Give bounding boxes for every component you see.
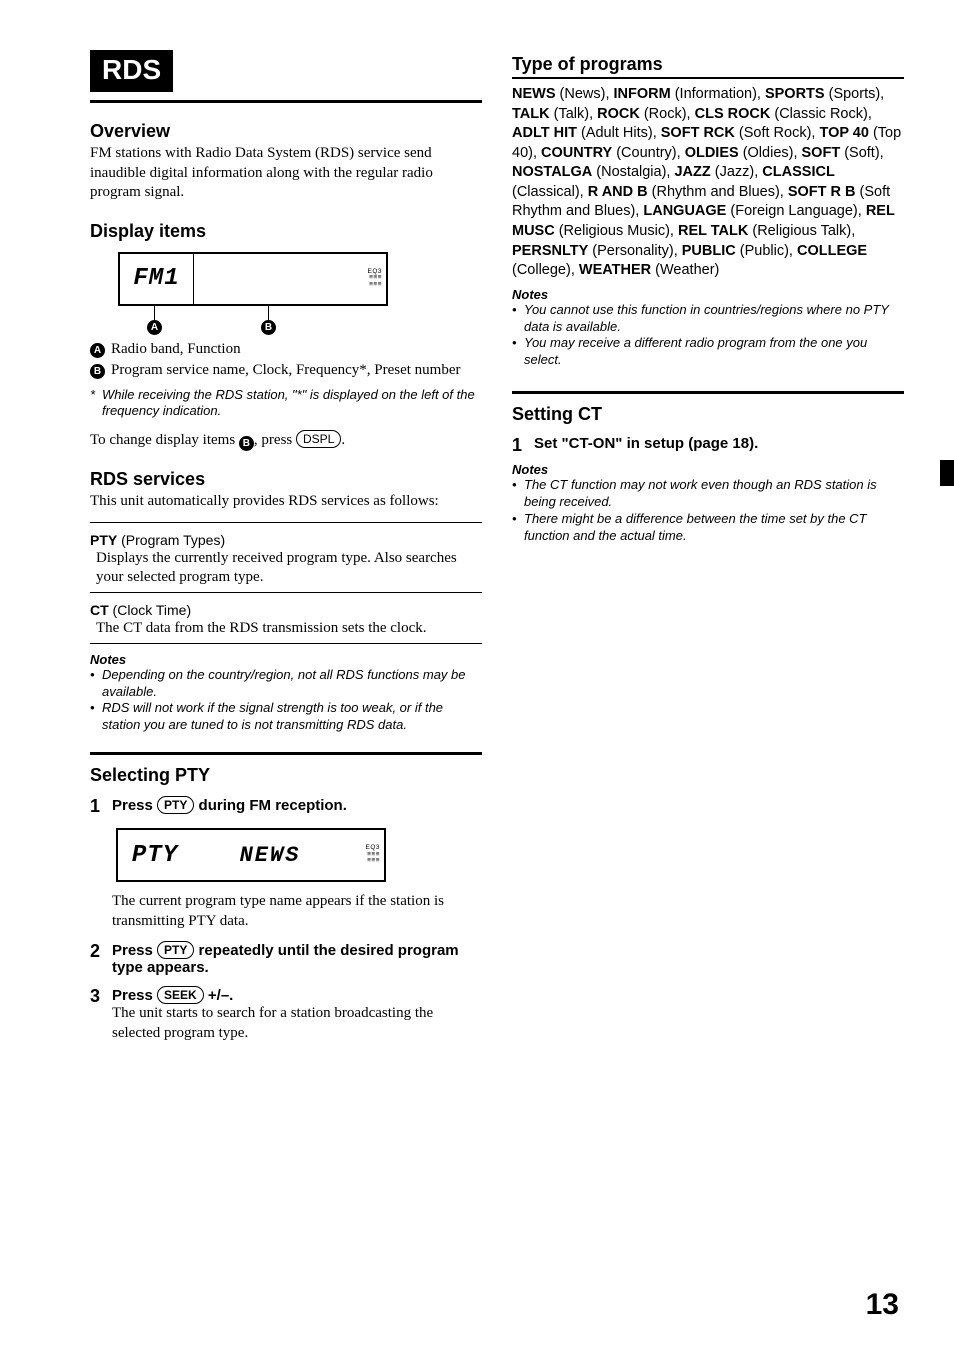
display-items-heading: Display items xyxy=(90,221,482,242)
notes-heading: Notes xyxy=(512,462,904,477)
overview-text: FM stations with Radio Data System (RDS)… xyxy=(90,144,482,203)
rule xyxy=(90,643,482,644)
ct-step-title: Set "CT-ON" in setup (page 18). xyxy=(534,435,904,452)
footnote-text: While receiving the RDS station, "*" is … xyxy=(102,387,482,421)
callout-b-icon: B xyxy=(261,320,276,335)
note-item: •There might be a difference between the… xyxy=(512,511,904,545)
step-1: 1 Press PTY during FM reception. PTY NEW… xyxy=(90,796,482,931)
change-end: . xyxy=(341,432,345,448)
rds-title-box: RDS xyxy=(90,50,173,92)
lcd1-right: EQ3 ≡≡≡ ≡≡≡ xyxy=(350,269,386,289)
step-3-num: 3 xyxy=(90,986,112,1043)
step-3: 3 Press SEEK +/–. The unit starts to sea… xyxy=(90,986,482,1043)
page-number: 13 xyxy=(866,1288,899,1322)
lcd-figure-2: PTY NEWS EQ3 ≡≡≡ ≡≡≡ xyxy=(116,828,386,882)
lcd1-left: FM1 xyxy=(120,254,194,304)
rule xyxy=(90,592,482,593)
ct-step-num: 1 xyxy=(512,435,534,456)
ct-desc: The CT data from the RDS transmission se… xyxy=(90,619,482,639)
callout-b-inline-icon: B xyxy=(239,436,254,451)
callout-b-badge: B xyxy=(90,364,105,379)
step-1-post: during FM reception. xyxy=(194,797,347,814)
step-2-title: Press PTY repeatedly until the desired p… xyxy=(112,941,482,976)
note-1: Depending on the country/region, not all… xyxy=(102,667,482,701)
dspl-chip: DSPL xyxy=(296,430,341,448)
step-2-pre: Press xyxy=(112,942,157,959)
rule xyxy=(90,522,482,523)
lcd2-bars-2: ≡≡≡ xyxy=(348,858,380,865)
edge-tab-icon xyxy=(940,460,954,486)
pty-bold: PTY xyxy=(90,532,117,548)
pty-desc: Displays the currently received program … xyxy=(90,549,482,588)
note-item: •You cannot use this function in countri… xyxy=(512,302,904,336)
rule xyxy=(90,752,482,755)
pty-paren: (Program Types) xyxy=(117,532,225,548)
step-3-title: Press SEEK +/–. xyxy=(112,986,482,1004)
step-2: 2 Press PTY repeatedly until the desired… xyxy=(90,941,482,976)
overview-heading: Overview xyxy=(90,121,482,142)
callout-a-text: Radio band, Function xyxy=(111,340,241,360)
callout-b-text: Program service name, Clock, Frequency*,… xyxy=(111,361,460,381)
figure-callout-lines: A B xyxy=(118,308,388,338)
change-display-text: To change display items B, press DSPL. xyxy=(90,430,482,451)
step-1-pre: Press xyxy=(112,797,157,814)
rds-services-text: This unit automatically provides RDS ser… xyxy=(90,492,482,512)
selecting-pty-heading: Selecting PTY xyxy=(90,765,482,786)
ct-paren: (Clock Time) xyxy=(109,602,191,618)
pty-chip: PTY xyxy=(157,796,194,814)
lcd1-bars-2: ≡≡≡ xyxy=(350,282,382,289)
lcd2-right: EQ3 ≡≡≡ ≡≡≡ xyxy=(348,845,384,865)
step-1-num: 1 xyxy=(90,796,112,931)
footnote: * While receiving the RDS station, "*" i… xyxy=(90,387,482,421)
callout-b-row: B Program service name, Clock, Frequency… xyxy=(90,361,482,381)
step-1-title: Press PTY during FM reception. xyxy=(112,796,482,814)
lcd2-mid: NEWS xyxy=(192,843,348,868)
rule xyxy=(512,77,904,79)
change-post: , press xyxy=(254,432,296,448)
rds-services-heading: RDS services xyxy=(90,469,482,490)
type-programs-heading: Type of programs xyxy=(512,54,904,75)
ct-step-1: 1 Set "CT-ON" in setup (page 18). xyxy=(512,435,904,456)
footnote-asterisk: * xyxy=(90,387,102,421)
step-3-post: +/–. xyxy=(204,987,234,1004)
step-3-pre: Press xyxy=(112,987,157,1004)
callout-a-icon: A xyxy=(147,320,162,335)
notes-heading: Notes xyxy=(512,287,904,302)
pty-type-list: NEWS (News), INFORM (Information), SPORT… xyxy=(512,85,904,281)
right-column: Type of programs NEWS (News), INFORM (In… xyxy=(512,50,904,1043)
note-item: •RDS will not work if the signal strengt… xyxy=(90,700,482,734)
pty-def: PTY (Program Types) xyxy=(90,531,482,549)
step-1-desc: The current program type name appears if… xyxy=(112,892,482,931)
callout-a-badge: A xyxy=(90,343,105,358)
lcd-figure-1: FM1 EQ3 ≡≡≡ ≡≡≡ xyxy=(118,252,388,306)
ct-def: CT (Clock Time) xyxy=(90,601,482,619)
note-item: •You may receive a different radio progr… xyxy=(512,335,904,369)
rule xyxy=(512,391,904,394)
step-3-desc: The unit starts to search for a station … xyxy=(112,1004,482,1043)
seek-chip: SEEK xyxy=(157,986,204,1004)
lcd2-left: PTY xyxy=(118,830,192,880)
rule xyxy=(90,100,482,103)
callout-a-row: A Radio band, Function xyxy=(90,340,482,360)
ct-bold: CT xyxy=(90,602,109,618)
ct-note-1: The CT function may not work even though… xyxy=(524,477,904,511)
note-2: RDS will not work if the signal strength… xyxy=(102,700,482,734)
change-pre: To change display items xyxy=(90,432,239,448)
setting-ct-heading: Setting CT xyxy=(512,404,904,425)
right-note-1: You cannot use this function in countrie… xyxy=(524,302,904,336)
notes-heading: Notes xyxy=(90,652,482,667)
left-column: RDS Overview FM stations with Radio Data… xyxy=(90,50,482,1043)
note-item: •Depending on the country/region, not al… xyxy=(90,667,482,701)
right-note-2: You may receive a different radio progra… xyxy=(524,335,904,369)
step-2-num: 2 xyxy=(90,941,112,976)
pty-chip: PTY xyxy=(157,941,194,959)
note-item: •The CT function may not work even thoug… xyxy=(512,477,904,511)
ct-note-2: There might be a difference between the … xyxy=(524,511,904,545)
